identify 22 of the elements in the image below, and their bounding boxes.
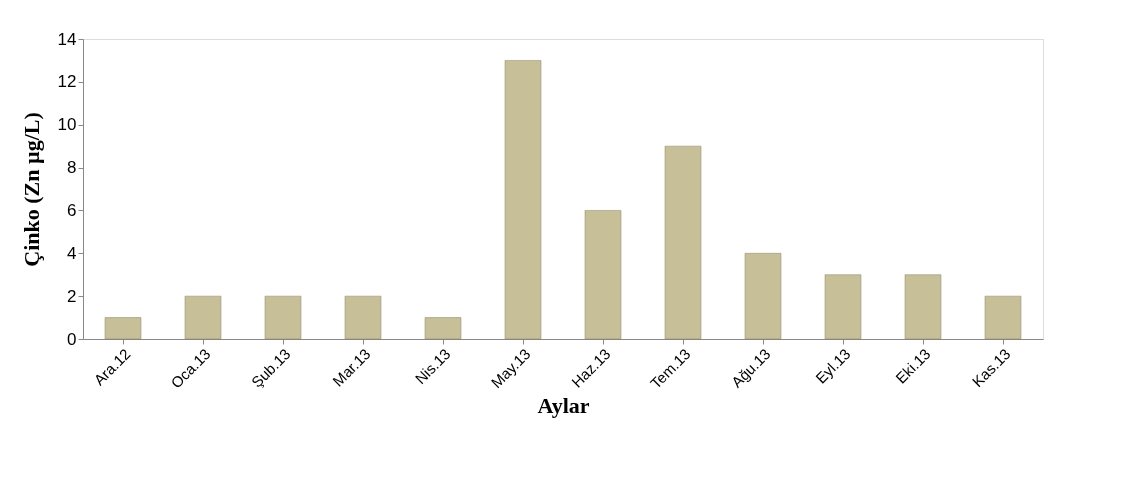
x-axis-title: Aylar xyxy=(537,392,590,418)
bar xyxy=(664,145,702,340)
bar xyxy=(504,60,542,340)
y-tick-label: 0 xyxy=(67,329,77,349)
y-axis-title: Çinko (Zn µg/L) xyxy=(18,112,44,267)
y-tick-label: 6 xyxy=(67,200,77,220)
y-tick-label: 14 xyxy=(57,29,77,49)
bar xyxy=(104,317,142,340)
bar xyxy=(824,274,862,340)
bar xyxy=(184,295,222,340)
y-tick-label: 10 xyxy=(57,115,77,135)
bar xyxy=(744,253,782,340)
y-tick-label: 4 xyxy=(67,243,77,263)
bar xyxy=(264,295,302,340)
y-tick-label: 12 xyxy=(57,72,77,92)
bar xyxy=(984,295,1022,340)
y-tick-label: 2 xyxy=(67,286,77,306)
bar xyxy=(584,210,622,340)
y-tick-label: 8 xyxy=(67,158,77,178)
bar xyxy=(904,274,942,340)
bar xyxy=(344,295,382,340)
bar xyxy=(424,317,462,340)
